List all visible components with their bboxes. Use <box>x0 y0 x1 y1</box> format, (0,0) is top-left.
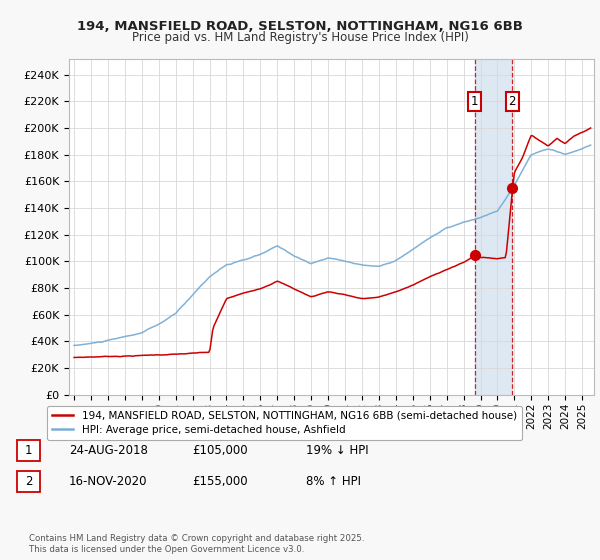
Text: 194, MANSFIELD ROAD, SELSTON, NOTTINGHAM, NG16 6BB: 194, MANSFIELD ROAD, SELSTON, NOTTINGHAM… <box>77 20 523 32</box>
Text: £155,000: £155,000 <box>192 475 248 488</box>
Legend: 194, MANSFIELD ROAD, SELSTON, NOTTINGHAM, NG16 6BB (semi-detached house), HPI: A: 194, MANSFIELD ROAD, SELSTON, NOTTINGHAM… <box>47 405 522 440</box>
Text: 8% ↑ HPI: 8% ↑ HPI <box>306 475 361 488</box>
Text: Contains HM Land Registry data © Crown copyright and database right 2025.
This d: Contains HM Land Registry data © Crown c… <box>29 534 364 554</box>
Text: 1: 1 <box>25 444 32 458</box>
Text: 24-AUG-2018: 24-AUG-2018 <box>69 444 148 458</box>
Text: 19% ↓ HPI: 19% ↓ HPI <box>306 444 368 458</box>
Text: Price paid vs. HM Land Registry's House Price Index (HPI): Price paid vs. HM Land Registry's House … <box>131 31 469 44</box>
Text: 1: 1 <box>471 95 478 108</box>
Text: 2: 2 <box>509 95 516 108</box>
Text: 16-NOV-2020: 16-NOV-2020 <box>69 475 148 488</box>
Text: 2: 2 <box>25 475 32 488</box>
Bar <box>475 59 512 395</box>
Text: £105,000: £105,000 <box>192 444 248 458</box>
